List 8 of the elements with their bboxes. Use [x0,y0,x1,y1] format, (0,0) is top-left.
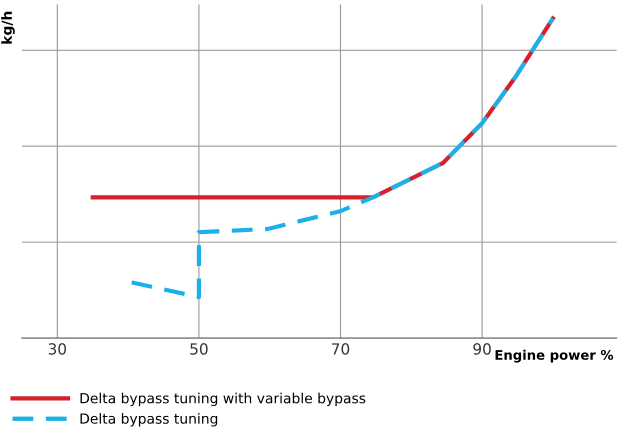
legend-label: Delta bypass tuning with variable bypass [80,392,366,406]
x-tick-label: 30 [48,343,66,355]
x-tick-label: 50 [190,343,208,355]
x-tick-label: 70 [332,343,350,355]
x-axis-title: Engine power % [496,350,614,363]
x-tick-label: 90 [473,343,491,355]
legend-label: Delta bypass tuning [80,413,218,426]
y-axis-title: kg/h [1,12,15,44]
